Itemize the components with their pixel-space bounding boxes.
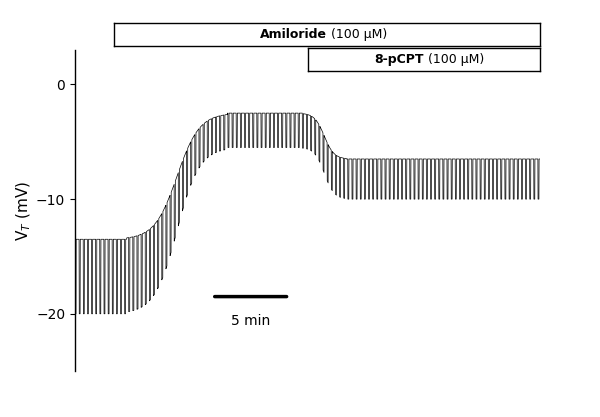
Text: Amiloride: Amiloride <box>260 28 327 41</box>
Text: 8-pCPT: 8-pCPT <box>374 53 424 66</box>
Text: (100 μM): (100 μM) <box>327 28 387 41</box>
Y-axis label: V$_T$ (mV): V$_T$ (mV) <box>15 181 33 241</box>
Text: (100 μM): (100 μM) <box>424 53 484 66</box>
Text: 5 min: 5 min <box>231 314 270 328</box>
